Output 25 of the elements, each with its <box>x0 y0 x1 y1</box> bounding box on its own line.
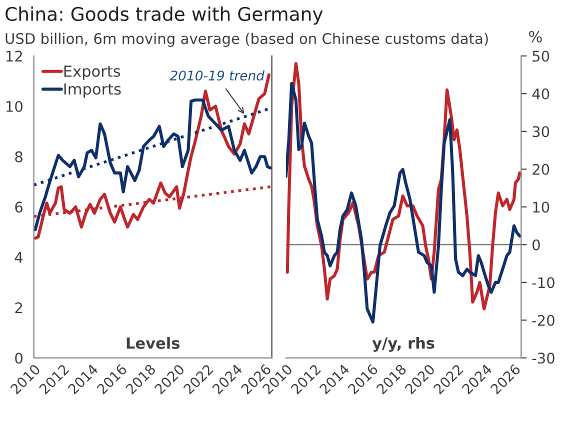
y-tick-label: 2 <box>15 302 22 314</box>
y2-tick-label: 40 <box>532 88 550 100</box>
y-tick-label: 12 <box>6 50 22 62</box>
y-tick-label: 8 <box>15 151 22 162</box>
y2-tick-label: 0 <box>532 239 540 250</box>
y2-tick-label: 30 <box>532 126 550 138</box>
y2-tick-label: 20 <box>532 164 550 175</box>
y2-axis-title: % <box>529 30 542 42</box>
line-series <box>34 98 272 232</box>
y2-tick-label: -10 <box>532 277 554 288</box>
y-tick-label: 6 <box>15 202 23 213</box>
legend-label: Imports <box>64 83 121 98</box>
y2-tick-label: 10 <box>533 202 550 213</box>
y-tick-label: 10 <box>6 100 22 112</box>
y2-tick-label: 50 <box>532 50 550 62</box>
legend-label: Exports <box>64 66 120 80</box>
annotation: Levels <box>126 337 180 349</box>
chart-title: China: Goods trade with Germany <box>6 6 323 25</box>
annotation: 2010-19 trend <box>170 70 265 81</box>
chart-subtitle: USD billion, 6m moving average (based on Chinese customs data) <box>6 32 488 47</box>
y-tick-label: 4 <box>14 252 23 263</box>
y2-tick-label: -20 <box>532 314 554 326</box>
annotation: y/y, rhs <box>372 336 434 352</box>
y2-tick-label: -30 <box>532 352 554 364</box>
y-tick-label: 0 <box>15 352 22 364</box>
